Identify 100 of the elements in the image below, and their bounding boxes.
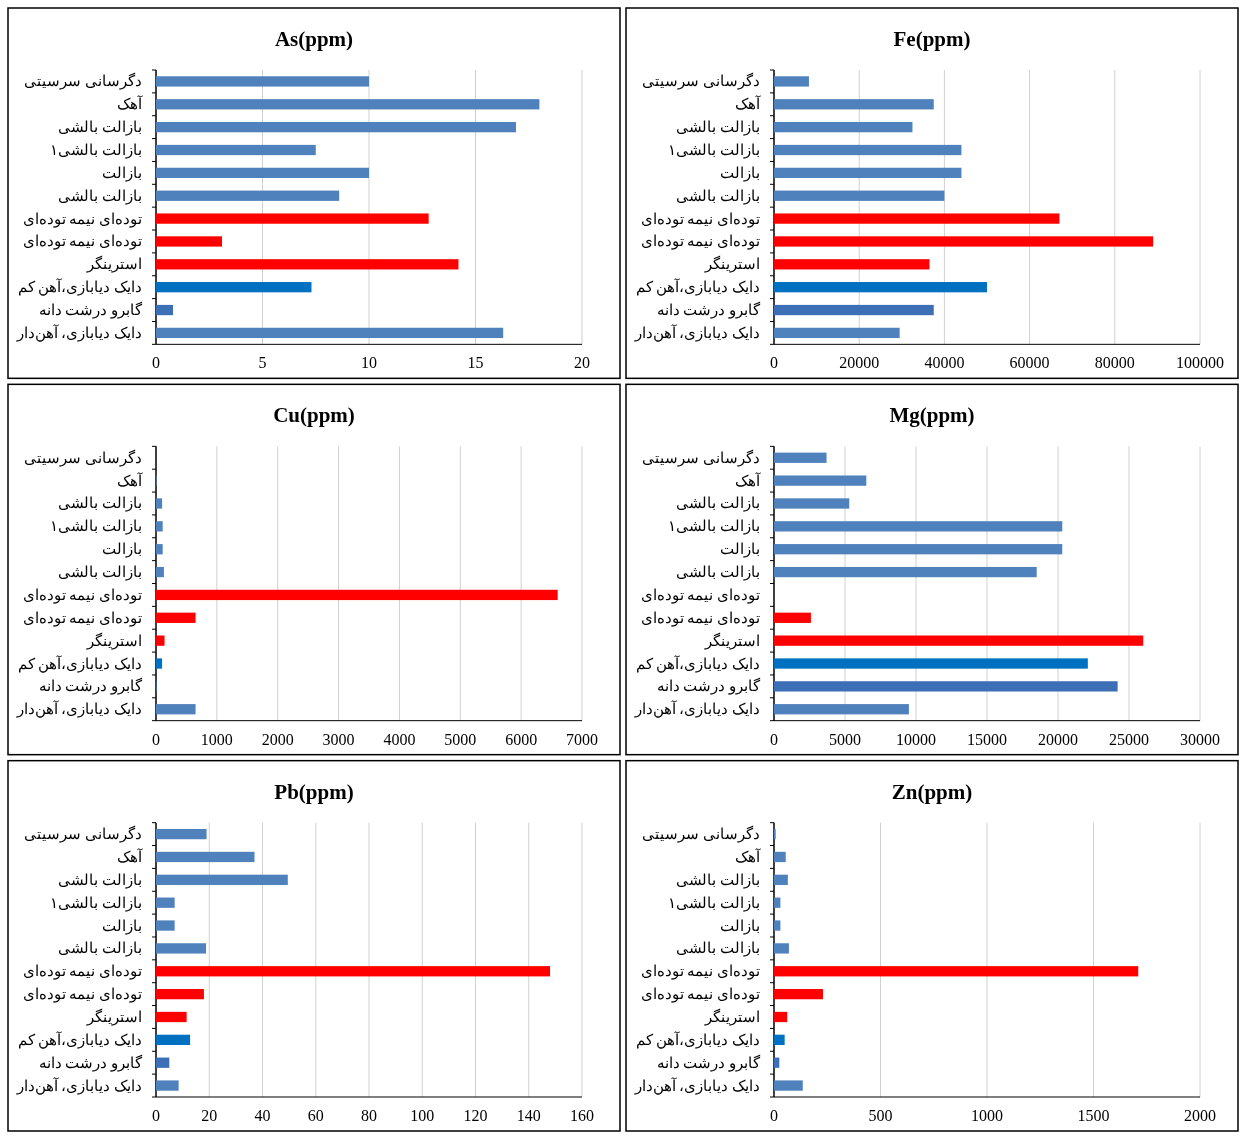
- x-tick-label: 40: [254, 1107, 271, 1124]
- y-tick-label: بازالت: [102, 541, 142, 559]
- bar: [774, 521, 1063, 532]
- bar: [156, 190, 340, 201]
- y-tick-label: دایک دیابازی،آهن کم: [17, 654, 142, 673]
- x-tick-label: 80: [361, 1107, 377, 1124]
- y-tick-label: بازالت: [720, 541, 760, 559]
- bar: [774, 304, 934, 316]
- y-tick-label: بازالت بالشی: [58, 119, 142, 137]
- x-tick-label: 0: [152, 354, 160, 372]
- x-tick-label: 40000: [924, 354, 965, 372]
- bar: [774, 681, 1118, 692]
- bar: [774, 874, 788, 885]
- y-tick-label: بازالت بالشی۱: [50, 142, 142, 160]
- x-tick-label: 15000: [967, 730, 1007, 748]
- bar: [774, 1034, 785, 1045]
- y-tick-label: بازالت بالشی: [676, 871, 760, 889]
- y-tick-label: استرینگر: [86, 255, 142, 274]
- x-tick-label: 500: [868, 1107, 893, 1124]
- y-tick-label: آهک: [117, 847, 143, 865]
- bar: [156, 213, 429, 224]
- bar: [774, 190, 945, 201]
- bar: [156, 521, 163, 532]
- y-tick-label: بازالت بالشی: [676, 187, 760, 205]
- bar: [156, 1011, 187, 1023]
- bar: [156, 920, 175, 931]
- y-tick-label: بازالت بالشی: [58, 187, 142, 205]
- y-tick-label: آهک: [735, 847, 761, 865]
- bar: [774, 658, 1088, 669]
- x-tick-label: 80000: [1094, 354, 1135, 372]
- bar: [774, 259, 930, 270]
- x-tick-label: 160: [570, 1107, 594, 1124]
- bar: [156, 874, 288, 885]
- y-tick-label: توده‌ای نیمه توده‌ای: [22, 586, 142, 604]
- bar: [156, 589, 558, 601]
- x-tick-label: 0: [770, 354, 778, 372]
- bar: [156, 566, 164, 578]
- bar: [774, 544, 1063, 555]
- chart-title: Zn(ppm): [891, 779, 973, 804]
- x-tick-label: 60000: [1009, 354, 1050, 372]
- y-tick-label: دگرسانی سرسیتی: [642, 825, 760, 844]
- y-tick-label: بازالت بالشی: [58, 564, 142, 582]
- bar: [156, 704, 196, 715]
- y-tick-label: دایک دیابازی، آهن‌دار: [15, 323, 142, 342]
- y-tick-label: بازالت بالشی۱: [50, 518, 142, 536]
- x-tick-label: 15: [467, 354, 484, 372]
- y-tick-label: توده‌ای نیمه توده‌ای: [640, 586, 760, 604]
- y-tick-label: بازالت بالشی۱: [668, 518, 760, 536]
- y-tick-label: دایک دیابازی، آهن‌دار: [15, 700, 142, 719]
- x-tick-label: 20: [201, 1107, 218, 1124]
- y-tick-label: توده‌ای نیمه توده‌ای: [22, 233, 142, 251]
- y-tick-label: دایک دیابازی، آهن‌دار: [633, 700, 760, 719]
- bar: [156, 259, 459, 270]
- x-tick-label: 140: [516, 1107, 541, 1124]
- x-tick-label: 0: [152, 730, 160, 748]
- y-tick-label: بازالت بالشی۱: [668, 894, 760, 912]
- bar: [774, 144, 962, 156]
- bar: [774, 897, 781, 908]
- y-tick-label: دایک دیابازی،آهن کم: [17, 278, 142, 297]
- y-tick-label: گابرو درشت دانه: [656, 301, 761, 320]
- x-tick-label: 1000: [200, 730, 233, 748]
- y-tick-label: آهک: [117, 471, 143, 489]
- y-tick-label: گابرو درشت دانه: [656, 677, 761, 696]
- y-tick-label: بازالت بالشی: [676, 564, 760, 582]
- chart-title: Fe(ppm): [893, 27, 971, 51]
- y-tick-label: دایک دیابازی،آهن کم: [635, 654, 760, 673]
- y-tick-label: دگرسانی سرسیتی: [24, 825, 142, 844]
- y-tick-label: توده‌ای نیمه توده‌ای: [22, 210, 142, 228]
- bar: [156, 635, 165, 646]
- bar: [156, 943, 207, 954]
- y-tick-label: دایک دیابازی، آهن‌دار: [633, 1076, 760, 1095]
- x-tick-label: 0: [770, 1107, 778, 1124]
- bar: [774, 1080, 803, 1091]
- x-tick-label: 10: [361, 354, 377, 372]
- y-tick-label: دایک دیابازی، آهن‌دار: [633, 323, 760, 342]
- bar: [156, 1080, 179, 1091]
- x-tick-label: 0: [770, 730, 778, 748]
- x-tick-label: 4000: [383, 730, 416, 748]
- bar: [774, 213, 1060, 224]
- bar: [774, 236, 1154, 247]
- x-tick-label: 5000: [829, 730, 861, 748]
- y-tick-label: آهک: [735, 471, 761, 489]
- y-tick-label: توده‌ای نیمه توده‌ای: [22, 986, 142, 1004]
- y-tick-label: گابرو درشت دانه: [38, 1053, 143, 1072]
- bar: [774, 1057, 780, 1068]
- chart-title: Mg(ppm): [889, 403, 975, 428]
- bar: [774, 76, 809, 87]
- y-tick-label: استرینگر: [704, 631, 760, 650]
- bar: [774, 475, 867, 486]
- x-tick-label: 25000: [1109, 730, 1149, 748]
- bar: [156, 282, 312, 293]
- bar: [774, 920, 781, 931]
- x-tick-label: 0: [152, 1107, 160, 1124]
- x-tick-label: 30000: [1180, 730, 1220, 748]
- y-tick-label: دایک دیابازی،آهن کم: [635, 278, 760, 297]
- y-tick-label: توده‌ای نیمه توده‌ای: [22, 609, 142, 627]
- y-tick-label: بازالت بالشی: [58, 495, 142, 513]
- bar: [156, 144, 316, 156]
- y-tick-label: توده‌ای نیمه توده‌ای: [640, 210, 760, 228]
- bar: [774, 122, 913, 133]
